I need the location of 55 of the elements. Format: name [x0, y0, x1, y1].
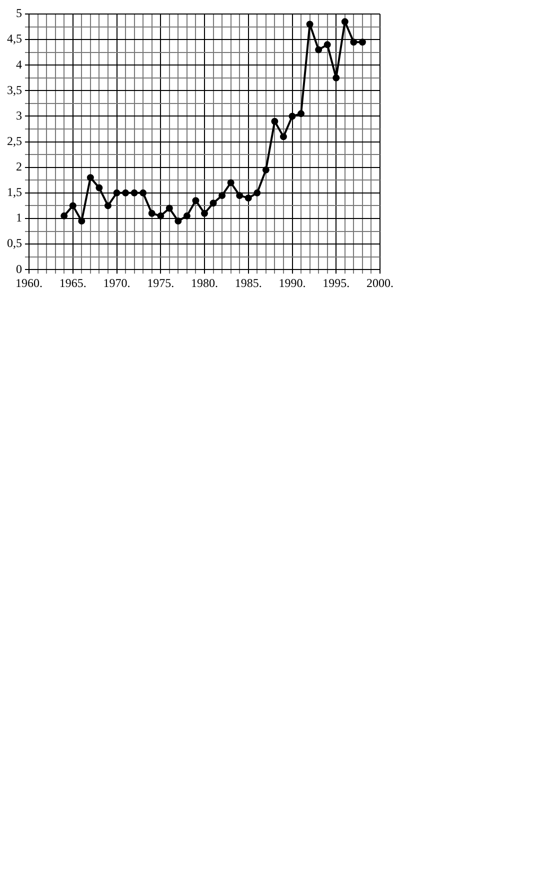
point — [288, 112, 296, 120]
point — [227, 179, 234, 186]
y-tick-label: 5 — [16, 6, 22, 20]
x-tick-label: 1960. — [16, 276, 42, 290]
x-tick-label: 1965. — [59, 276, 86, 290]
x-tick-label: 1980. — [191, 276, 218, 290]
point — [122, 189, 130, 196]
x-tick-label: 1970. — [103, 276, 130, 290]
point — [104, 202, 112, 210]
point — [78, 218, 86, 225]
y-tick-label: 2,5 — [7, 134, 22, 148]
x-tick-label: 1975. — [147, 276, 174, 290]
y-tick-label: 2 — [16, 160, 22, 174]
y-tick-label: 1 — [16, 210, 22, 225]
point — [166, 204, 173, 212]
point — [271, 118, 278, 125]
point — [130, 189, 138, 196]
x-tick-label: 1990. — [278, 276, 306, 290]
point — [210, 200, 217, 207]
point — [192, 197, 200, 204]
point — [280, 133, 287, 140]
y-tick-label: 4 — [16, 57, 22, 72]
point — [148, 210, 156, 217]
point — [69, 202, 76, 210]
y-tick-label: 3,5 — [7, 82, 22, 97]
point — [324, 41, 331, 48]
point — [86, 174, 94, 182]
point — [60, 212, 68, 220]
point — [140, 189, 147, 196]
point — [236, 192, 244, 199]
point — [315, 46, 322, 54]
point — [262, 166, 270, 174]
point — [341, 18, 348, 26]
x-tick-label: 1985. — [234, 276, 262, 290]
point — [157, 212, 164, 220]
y-tick-label: 0 — [16, 262, 22, 276]
point — [174, 218, 182, 225]
point — [306, 20, 314, 28]
x-tick-label: 1995. — [322, 276, 350, 290]
point — [218, 192, 226, 199]
point — [298, 110, 305, 118]
point — [350, 38, 358, 46]
point — [201, 210, 208, 217]
y-tick-label: 1,5 — [7, 185, 22, 200]
point — [358, 38, 366, 46]
point — [113, 189, 120, 196]
point — [332, 74, 340, 82]
y-tick-label: 4,5 — [7, 32, 22, 46]
point — [254, 189, 261, 196]
point — [244, 194, 252, 202]
y-tick-label: 3 — [16, 108, 22, 122]
point — [183, 212, 190, 220]
y-tick-label: 0,5 — [7, 236, 22, 250]
x-tick-label: 2000. — [366, 276, 394, 290]
point — [96, 184, 103, 192]
